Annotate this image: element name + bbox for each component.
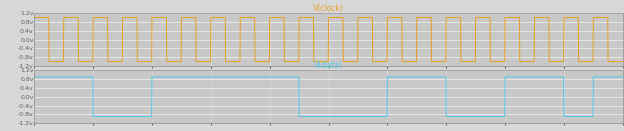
Title: V(data): V(data) xyxy=(314,61,343,70)
Title: V(clock): V(clock) xyxy=(313,4,344,13)
